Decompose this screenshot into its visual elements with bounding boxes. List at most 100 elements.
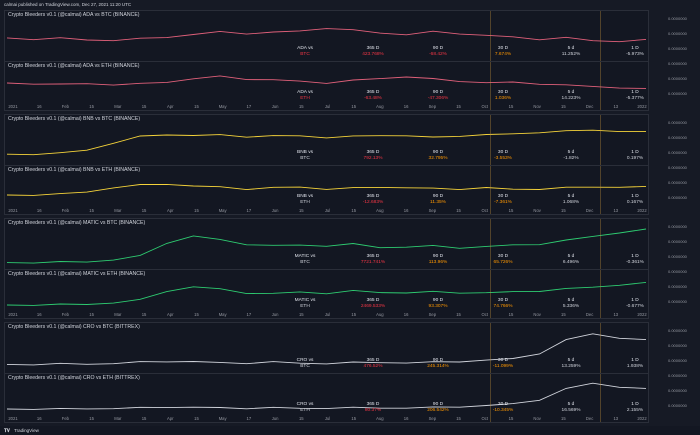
legend-matic-btc[interactable]: Crypto Bleeders v0.1 (@calmai) MATIC vs … — [8, 220, 146, 226]
stat-cell: 1 D 1.938% — [627, 358, 643, 370]
stat-label: 90 D — [432, 402, 444, 407]
time-axis[interactable]: 2021 16 Feb 15 Mar 15 Apr 15 May 17 Jun 15 Jul 15 Aug 1… — [5, 413, 648, 422]
panel-matic[interactable]: Crypto Bleeders v0.1 (@calmai) MATIC vs … — [4, 218, 649, 319]
stat-label: 30 D — [497, 90, 509, 95]
stat-label: ADA vs — [297, 46, 313, 51]
stat-cell: 90 D 206.542% — [427, 402, 449, 414]
stat-value: -47.306% — [427, 96, 449, 101]
stat-label: 1 D — [631, 358, 639, 363]
stat-label: 30 D — [497, 358, 509, 363]
time-axis-tick: 15 — [351, 208, 357, 213]
stat-label: ADA vs — [297, 90, 313, 95]
price-scale-cro[interactable]: 0.0000000 0.0000000 0.0000000 0.0000000 0.00… — [652, 322, 700, 423]
stat-value: 6.496% — [562, 260, 580, 265]
stat-value: 74.766% — [493, 304, 513, 309]
stat-label: 1 D — [631, 402, 639, 407]
time-axis-tick: 15 — [508, 416, 514, 421]
stat-cell: 5 d 11.252% — [562, 46, 581, 58]
stat-label: 30 D — [497, 194, 509, 199]
stat-value: 113.96% — [428, 260, 448, 265]
price-lines-matic — [6, 228, 647, 306]
session-marker-right — [600, 219, 601, 318]
stat-label: 365 D — [366, 90, 380, 95]
stat-label: 365 D — [366, 254, 380, 259]
stat-value: -68.42% — [429, 52, 447, 57]
stat-cell: ADA vs ETH — [297, 90, 313, 102]
pane-divider[interactable] — [5, 61, 648, 62]
pane-divider[interactable] — [5, 373, 648, 374]
stat-value: ETH — [300, 304, 310, 309]
time-axis[interactable]: 2021 16 Feb 15 Mar 15 Apr 15 May 17 Jun 15 Jul 15 Aug 1… — [5, 309, 648, 318]
stat-label: CRO vs — [296, 402, 314, 407]
stat-value: 93.307% — [428, 304, 448, 309]
stat-cell: ADA vs BTC — [297, 46, 313, 58]
stat-cell: 5 d 14.223% — [562, 90, 581, 102]
legend-bnb-eth[interactable]: Crypto Bleeders v0.1 (@calmai) BNB vs ET… — [8, 167, 141, 173]
panel-cro[interactable]: Crypto Bleeders v0.1 (@calmai) CRO vs BT… — [4, 322, 649, 423]
pane-divider[interactable] — [5, 165, 648, 166]
stat-value: BTC — [300, 260, 310, 265]
time-axis-tick: 2022 — [637, 208, 647, 213]
time-axis[interactable]: 2021 16 Feb 15 Mar 15 Apr 15 May 17 Jun 15 Jul 15 Aug 1… — [5, 205, 648, 214]
time-axis-tick: 15 — [561, 104, 566, 109]
tradingview-footer: 𝐓𝐕 TradingView — [0, 426, 700, 435]
stat-cell: MATIC vs BTC — [295, 254, 316, 266]
stat-cell: 365 D 2469.533% — [361, 298, 385, 310]
legend-cro-btc[interactable]: Crypto Bleeders v0.1 (@calmai) CRO vs BT… — [8, 324, 140, 330]
stat-label: 90 D — [432, 254, 444, 259]
price-scale-bnb[interactable]: 0.0000000 0.0000000 0.0000000 0.0000000 0.00… — [652, 114, 700, 215]
stat-cell: 30 D 1.036% — [495, 90, 511, 102]
stat-label: BNB vs — [297, 194, 313, 199]
stat-cell: 30 D -7.361% — [494, 194, 512, 206]
time-axis-tick: Aug — [376, 312, 384, 317]
price-scale-tick: 0.0000000 — [668, 388, 687, 393]
publish-header: calmai published on TradingView.com, Dec… — [0, 0, 700, 9]
time-axis-tick: 16 — [403, 416, 409, 421]
stat-value: 7721.741% — [360, 260, 386, 265]
stat-value: 423.768% — [362, 52, 384, 57]
time-axis-tick: Nov — [533, 312, 541, 317]
price-scale-tick: 0.0000000 — [668, 46, 687, 51]
legend-bnb-btc[interactable]: Crypto Bleeders v0.1 (@calmai) BNB vs BT… — [8, 116, 141, 122]
legend-ada-eth[interactable]: Crypto Bleeders v0.1 (@calmai) ADA vs ET… — [8, 63, 140, 69]
session-marker-left — [490, 11, 491, 110]
price-scale-tick: 0.0000000 — [668, 76, 687, 81]
stat-label: 1 D — [631, 254, 639, 259]
time-axis-tick: 17 — [246, 416, 252, 421]
price-scale-tick: 0.0000000 — [668, 373, 687, 378]
time-axis-tick: Jun — [271, 416, 279, 421]
stat-value: -7.361% — [494, 200, 512, 205]
time-axis-tick: 15 — [561, 312, 566, 317]
legend-cro-eth[interactable]: Crypto Bleeders v0.1 (@calmai) CRO vs ET… — [8, 375, 140, 381]
stat-cell: 365 D -63.48% — [364, 90, 382, 102]
time-axis-tick: Mar — [114, 416, 122, 421]
stat-label: 5 d — [567, 358, 575, 363]
pane-divider[interactable] — [5, 269, 648, 270]
session-marker-left — [490, 323, 491, 422]
stat-value: 5.336% — [562, 304, 580, 309]
price-scale-tick: 0.0000000 — [668, 269, 687, 274]
footer-brand[interactable]: TradingView — [14, 428, 39, 433]
stat-label: 365 D — [366, 150, 380, 155]
stat-value: 2469.533% — [360, 304, 386, 309]
stat-value: -5.973% — [626, 52, 644, 57]
stat-value: ETH — [300, 408, 310, 413]
price-scale-matic[interactable]: 0.0000000 0.0000000 0.0000000 0.0000000 0.00… — [652, 218, 700, 319]
stat-cell: 365 D 476.52% — [364, 358, 383, 370]
panel-ada[interactable]: Crypto Bleeders v0.1 (@calmai) ADA vs BT… — [4, 10, 649, 111]
time-axis[interactable]: 2021 16 Feb 15 Mar 15 Apr 15 May 17 Jun 15 Jul 15 Aug 1… — [5, 101, 648, 110]
time-axis-tick: Apr — [166, 104, 174, 109]
legend-ada-btc[interactable]: Crypto Bleeders v0.1 (@calmai) ADA vs BT… — [8, 12, 140, 18]
time-axis-tick: 16 — [403, 104, 409, 109]
legend-matic-eth[interactable]: Crypto Bleeders v0.1 (@calmai) MATIC vs … — [8, 271, 146, 277]
series-line-bnb-btc — [6, 129, 646, 156]
price-lines-ada — [6, 28, 647, 89]
price-scale-ada[interactable]: 0.0000000 0.0000000 0.0000000 0.0000000 0.00… — [652, 10, 700, 111]
time-axis-tick: Jun — [271, 208, 279, 213]
stat-value: 1.938% — [626, 364, 644, 369]
panel-bnb[interactable]: Crypto Bleeders v0.1 (@calmai) BNB vs BT… — [4, 114, 649, 215]
session-marker-right — [600, 11, 601, 110]
time-axis-tick: Aug — [376, 416, 384, 421]
tradingview-logo-icon[interactable]: 𝐓𝐕 — [4, 428, 10, 433]
time-axis-tick: 2021 — [8, 208, 18, 213]
